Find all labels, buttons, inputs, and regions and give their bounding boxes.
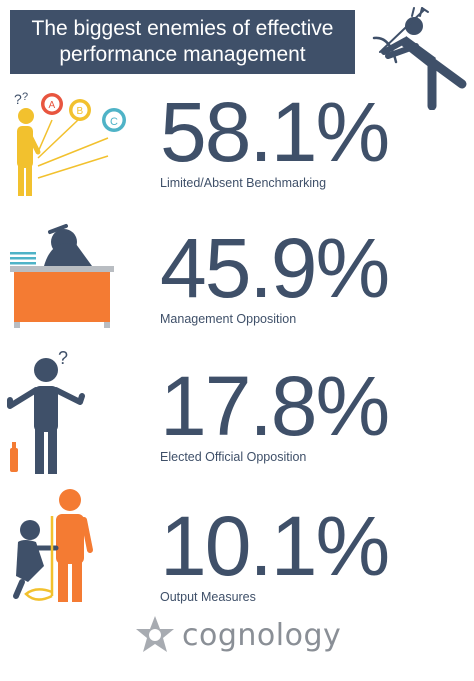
stat-output-measures: 10.1% Output Measures xyxy=(160,499,390,604)
stat-value: 58.1% xyxy=(160,85,390,179)
question-mark-icon: ? xyxy=(14,91,22,107)
stat-value: 17.8% xyxy=(160,359,390,453)
stat-label: Elected Official Opposition xyxy=(160,450,307,464)
stat-label: Limited/Absent Benchmarking xyxy=(160,176,327,190)
marker-b: B xyxy=(77,106,84,117)
stat-management-opposition: 45.9% Management Opposition xyxy=(160,221,390,326)
stat-value: 10.1% xyxy=(160,499,390,593)
person-measuring-icon xyxy=(13,489,93,602)
brand-name: cognology xyxy=(182,617,342,653)
title-line-2: performance management xyxy=(59,43,306,66)
stat-elected-official-opposition: 17.8% Elected Official Opposition xyxy=(160,359,390,464)
person-head-on-desk-icon xyxy=(10,224,114,328)
question-mark-icon: ? xyxy=(58,348,68,368)
marker-c: C xyxy=(110,116,118,128)
title-line-1: The biggest enemies of effective xyxy=(31,17,334,40)
stat-benchmarking: 58.1% Limited/Absent Benchmarking xyxy=(160,85,390,190)
shrugging-person-icon: ? xyxy=(7,348,85,474)
svg-text:?: ? xyxy=(22,91,28,103)
cognology-star-icon xyxy=(136,616,174,652)
title-banner: The biggest enemies of effective perform… xyxy=(10,10,355,74)
stat-value: 45.9% xyxy=(160,221,390,315)
stat-label: Management Opposition xyxy=(160,312,297,326)
confused-person-abc-icon: ? ? A B C xyxy=(14,91,126,196)
archer-icon xyxy=(372,7,467,110)
cognology-logo: cognology xyxy=(132,612,341,658)
stat-label: Output Measures xyxy=(160,590,256,604)
marker-a: A xyxy=(49,100,56,111)
